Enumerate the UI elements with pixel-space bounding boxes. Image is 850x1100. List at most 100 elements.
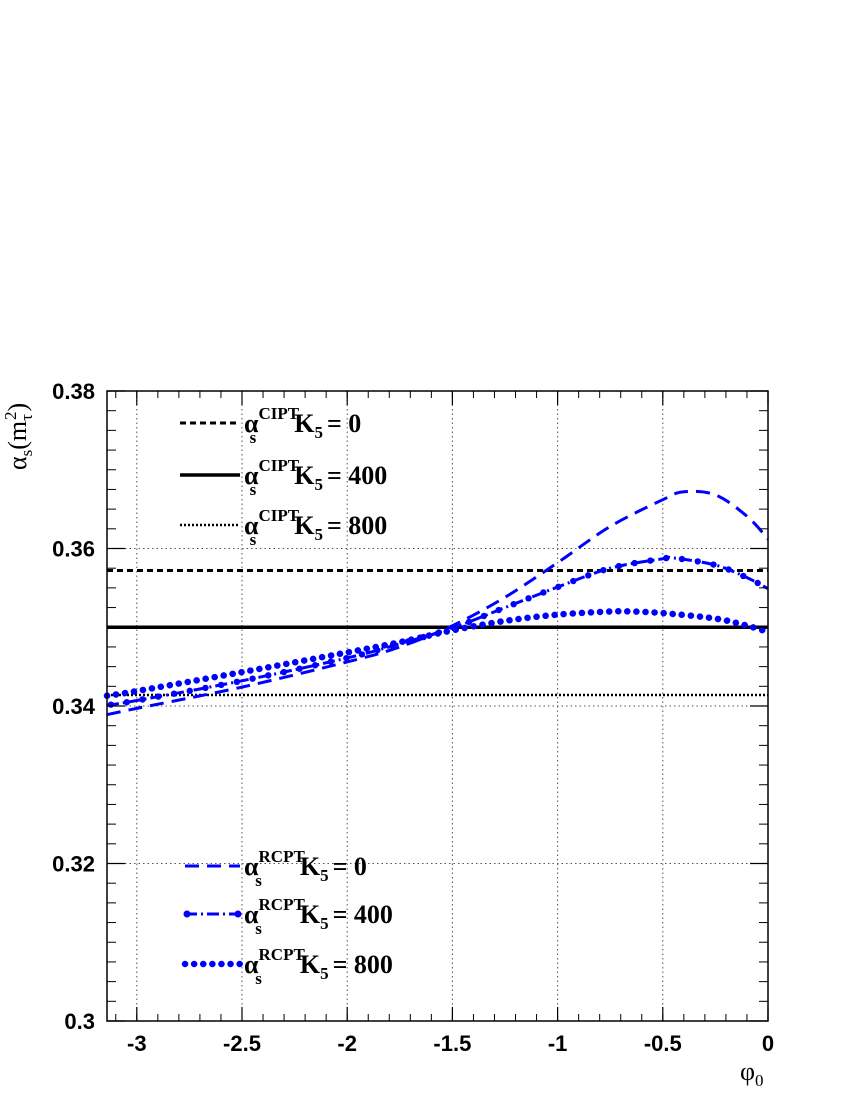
series-marker — [600, 566, 607, 574]
series-marker — [311, 662, 319, 669]
legend-label-part: K — [300, 852, 321, 881]
legend-label-part: = 400 — [327, 461, 387, 490]
x-tick-label: -1 — [548, 1031, 568, 1056]
legend-label-part: 5 — [314, 525, 323, 544]
legend-label-part: α — [244, 461, 259, 490]
legend-label-part: = 800 — [327, 511, 387, 540]
series-marker — [694, 558, 701, 565]
y-tick-label: 0.36 — [52, 537, 95, 562]
series-marker — [217, 681, 225, 689]
series-marker — [495, 606, 502, 614]
legend-label-0: αCIPT s K5 = 0 — [244, 404, 361, 447]
legend-label-part: 5 — [320, 866, 329, 885]
series-marker — [525, 595, 532, 602]
series-marker — [647, 557, 654, 564]
series-marker — [107, 701, 115, 708]
x-title-main: φ — [740, 1057, 755, 1086]
series-marker — [615, 562, 623, 570]
series-marker — [510, 600, 517, 608]
x-tick-label: -2.5 — [223, 1031, 261, 1056]
legend-label-2: αCIPT s K5 = 800 — [244, 506, 387, 549]
legend-label-part: 5 — [314, 475, 323, 494]
series-marker — [540, 589, 547, 596]
legend-label-part: K — [294, 409, 315, 438]
series-marker — [139, 696, 146, 703]
series-line-5 — [103, 607, 772, 700]
series-marker — [585, 572, 592, 579]
legend-label-part: α — [244, 852, 259, 881]
legend-label-3: αRCPT s K5 = 0 — [244, 847, 367, 890]
series-line-3 — [106, 489, 770, 717]
legend-label-part: s — [255, 919, 262, 938]
x-title-sub: 0 — [755, 1071, 764, 1090]
y-title-main: α — [3, 456, 32, 470]
y-title-arg-open: (m — [3, 421, 32, 450]
x-tick-label: -1.5 — [433, 1031, 471, 1056]
legend-label-part: RCPT — [259, 945, 306, 964]
y-title-arg-close: ) — [3, 403, 32, 412]
series-marker — [155, 693, 162, 700]
series-marker — [465, 618, 473, 626]
series-marker — [725, 566, 732, 573]
x-tick-label: -2 — [337, 1031, 357, 1056]
series-marker — [202, 684, 209, 692]
legend-label-part: CIPT — [259, 404, 300, 423]
series-marker — [123, 699, 130, 706]
legend-label-part: CIPT — [259, 506, 300, 525]
legend-label-part: α — [244, 409, 259, 438]
legend-label-part: 5 — [320, 964, 329, 983]
series-lines — [103, 489, 772, 717]
legend-label-part: = 0 — [333, 852, 367, 881]
legend-label-part: K — [294, 461, 315, 490]
series-marker — [740, 572, 747, 580]
series-marker — [233, 678, 241, 686]
legend-label-1: αCIPT s K5 = 400 — [244, 456, 387, 499]
tick-labels: -3 -2.5 -2 -1.5 -1 -0.5 0 0.3 0.32 0.34 0.36 0.38 — [52, 379, 774, 1056]
y-title-arg-sub: τ — [17, 414, 36, 421]
series-marker — [186, 687, 193, 695]
legend-label-part: RCPT — [259, 895, 306, 914]
series-marker — [296, 665, 303, 672]
legend-label-part: s — [250, 428, 257, 447]
y-tick-label: 0.32 — [52, 852, 95, 877]
y-tick-label: 0.38 — [52, 379, 95, 404]
series-marker — [280, 668, 288, 676]
legend-label-part: α — [244, 511, 259, 540]
series-marker — [170, 690, 178, 697]
y-title-sub: s — [17, 450, 36, 457]
x-tick-label: 0 — [762, 1031, 774, 1056]
legend-label-part: K — [300, 900, 321, 929]
series-marker — [327, 658, 334, 665]
legend-marker — [234, 910, 242, 918]
axis-ticks — [107, 390, 769, 1022]
legend-label-4: αRCPT s K5 = 400 — [244, 895, 393, 938]
series-marker — [631, 559, 638, 567]
legend-label-part: = 0 — [327, 409, 361, 438]
legend-label-part: 5 — [314, 423, 323, 442]
y-axis-title: αs(mτ2) — [1, 403, 36, 470]
grid-lines — [107, 391, 769, 1021]
legend-label-part: α — [244, 950, 259, 979]
legend-label-part: CIPT — [259, 456, 300, 475]
legend-label-part: s — [250, 530, 257, 549]
legend-label-part: 5 — [320, 914, 329, 933]
series-marker — [678, 555, 686, 563]
y-tick-label: 0.3 — [64, 1009, 95, 1034]
y-tick-label: 0.34 — [52, 694, 96, 719]
series-marker — [754, 579, 761, 587]
legend-label-part: = 400 — [333, 900, 393, 929]
series-marker — [710, 561, 717, 568]
series-marker — [555, 583, 562, 590]
x-tick-label: -0.5 — [644, 1031, 682, 1056]
legend-label-part: s — [255, 969, 262, 988]
series-marker — [249, 675, 256, 682]
x-axis-title: φ0 — [740, 1057, 764, 1090]
legend-label-part: s — [250, 480, 257, 499]
legend-label-part: s — [255, 871, 262, 890]
series-marker — [265, 672, 272, 679]
legend-label-part: = 800 — [333, 950, 393, 979]
series-line-4 — [106, 555, 769, 707]
series-marker — [358, 651, 366, 658]
legend-label-part: α — [244, 900, 259, 929]
